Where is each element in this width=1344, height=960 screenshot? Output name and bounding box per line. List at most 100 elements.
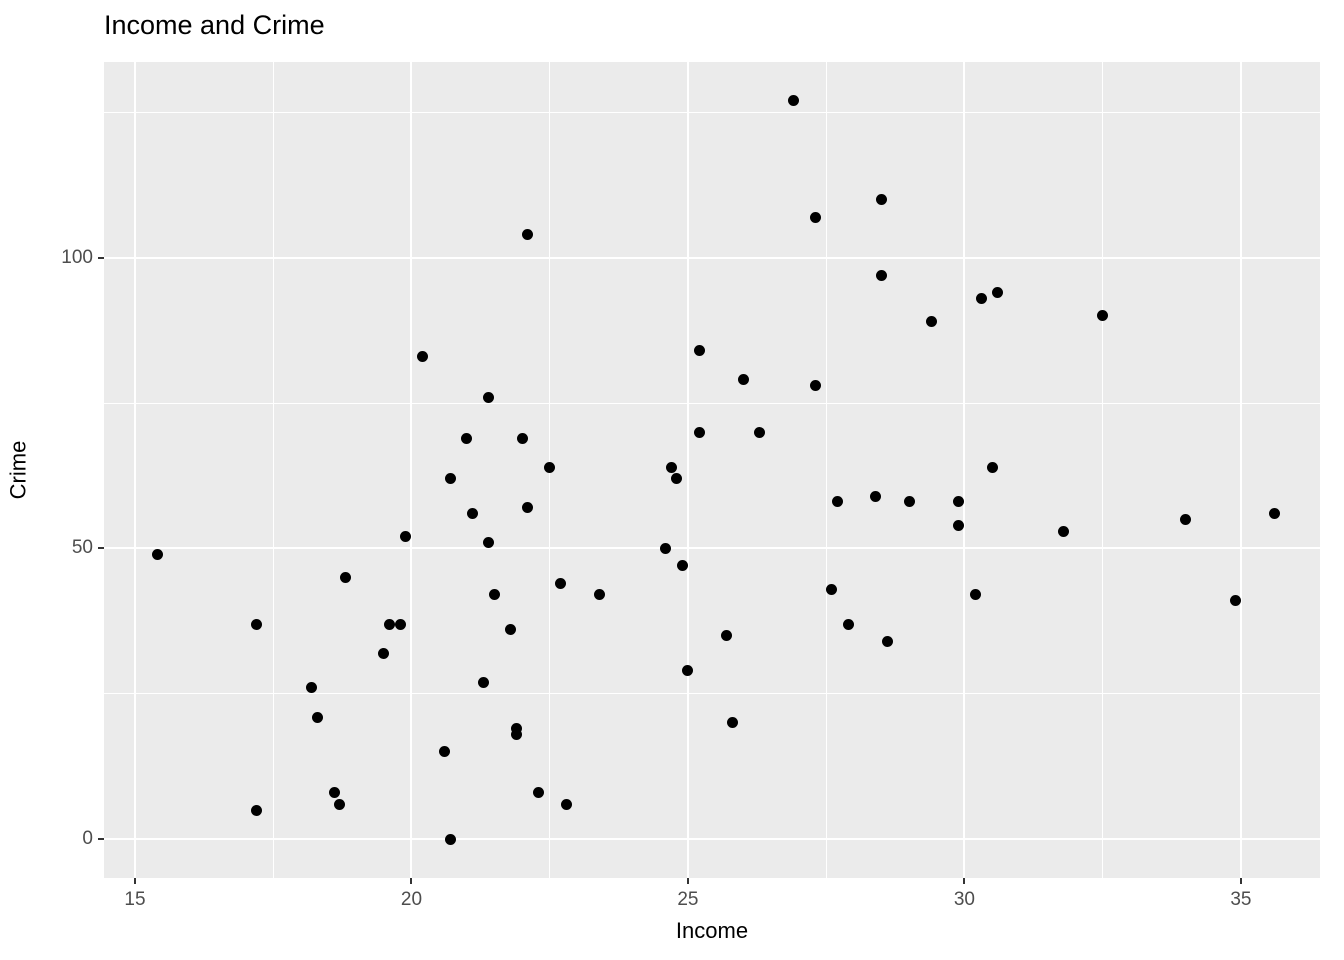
data-point xyxy=(842,618,854,630)
data-point xyxy=(831,496,843,508)
data-point xyxy=(992,287,1004,299)
data-point xyxy=(151,548,163,560)
data-point xyxy=(560,798,572,810)
chart-title: Income and Crime xyxy=(104,10,325,40)
data-point xyxy=(483,537,495,549)
data-point xyxy=(903,496,915,508)
data-point xyxy=(522,502,534,514)
data-point xyxy=(1097,310,1109,322)
data-point xyxy=(787,95,799,107)
data-point xyxy=(925,316,937,328)
x-tick-mark xyxy=(686,878,689,884)
data-point xyxy=(875,194,887,206)
data-point xyxy=(555,577,567,589)
x-axis: 15 20 25 30 35 xyxy=(104,878,1320,918)
data-point xyxy=(953,496,965,508)
data-point xyxy=(328,787,340,799)
data-point xyxy=(975,293,987,305)
data-point xyxy=(544,461,556,473)
major-gridline-x xyxy=(133,62,136,878)
y-tick-mark xyxy=(98,838,104,841)
data-point xyxy=(986,461,998,473)
data-point xyxy=(444,833,456,845)
data-point xyxy=(477,676,489,688)
x-tick-mark xyxy=(1239,878,1242,884)
major-gridline-x xyxy=(410,62,413,878)
data-point xyxy=(809,380,821,392)
y-tick-label: 50 xyxy=(71,537,93,559)
minor-gridline-y xyxy=(104,693,1320,695)
x-tick-mark xyxy=(963,878,966,884)
y-axis-title: Crime xyxy=(5,440,31,500)
data-point xyxy=(533,787,545,799)
data-point xyxy=(1058,525,1070,537)
data-point xyxy=(339,572,351,584)
data-point xyxy=(251,618,263,630)
x-tick-label: 25 xyxy=(677,889,699,910)
major-gridline-x xyxy=(963,62,966,878)
data-point xyxy=(676,560,688,572)
x-tick-mark xyxy=(410,878,413,884)
data-point xyxy=(251,804,263,816)
minor-gridline-y xyxy=(104,402,1320,404)
y-tick-label: 0 xyxy=(82,828,93,850)
y-axis-title-wrap: Crime xyxy=(0,62,36,878)
x-tick-label: 35 xyxy=(1230,889,1252,910)
major-gridline-x xyxy=(686,62,689,878)
data-point xyxy=(1229,595,1241,607)
data-point xyxy=(693,345,705,357)
data-point xyxy=(881,635,893,647)
data-point xyxy=(671,473,683,485)
y-tick-mark xyxy=(98,547,104,550)
data-point xyxy=(306,682,318,694)
data-point xyxy=(439,746,451,758)
data-point xyxy=(400,531,412,543)
data-point xyxy=(1180,513,1192,525)
data-point xyxy=(378,647,390,659)
data-point xyxy=(870,490,882,502)
data-point xyxy=(466,508,478,520)
x-tick-label: 15 xyxy=(124,889,146,910)
minor-gridline-x xyxy=(1102,62,1104,878)
data-point xyxy=(511,728,523,740)
data-point xyxy=(505,624,517,636)
major-gridline-y xyxy=(104,256,1320,259)
data-point xyxy=(488,589,500,601)
data-point xyxy=(383,618,395,630)
data-point xyxy=(693,426,705,438)
data-point xyxy=(721,630,733,642)
data-point xyxy=(826,583,838,595)
y-axis: 0 50 100 xyxy=(0,62,104,878)
x-tick-label: 30 xyxy=(953,889,975,910)
data-point xyxy=(875,269,887,281)
data-point xyxy=(483,391,495,403)
data-point xyxy=(682,665,694,676)
x-tick-label: 20 xyxy=(400,889,423,910)
x-axis-title: Income xyxy=(675,918,749,943)
data-point xyxy=(665,461,677,473)
data-point xyxy=(334,798,346,810)
data-point xyxy=(1268,508,1280,520)
data-point xyxy=(953,519,965,531)
minor-gridline-x xyxy=(272,62,274,878)
minor-gridline-x xyxy=(825,62,827,878)
data-point xyxy=(511,723,523,735)
y-tick-label: 100 xyxy=(61,246,93,268)
data-point xyxy=(809,211,821,223)
data-point xyxy=(394,618,406,630)
data-point xyxy=(311,711,323,723)
x-tick-mark xyxy=(133,878,136,884)
data-point xyxy=(726,717,738,729)
data-point xyxy=(417,351,429,363)
data-point xyxy=(522,229,534,241)
data-point xyxy=(660,542,672,554)
data-point xyxy=(461,432,473,444)
minor-gridline-y xyxy=(104,112,1320,114)
y-tick-mark xyxy=(98,256,104,259)
major-gridline-y xyxy=(104,838,1320,841)
plot-panel xyxy=(104,62,1320,878)
data-point xyxy=(444,473,456,485)
major-gridline-x xyxy=(1239,62,1242,878)
data-point xyxy=(754,426,766,438)
data-point xyxy=(969,589,981,601)
